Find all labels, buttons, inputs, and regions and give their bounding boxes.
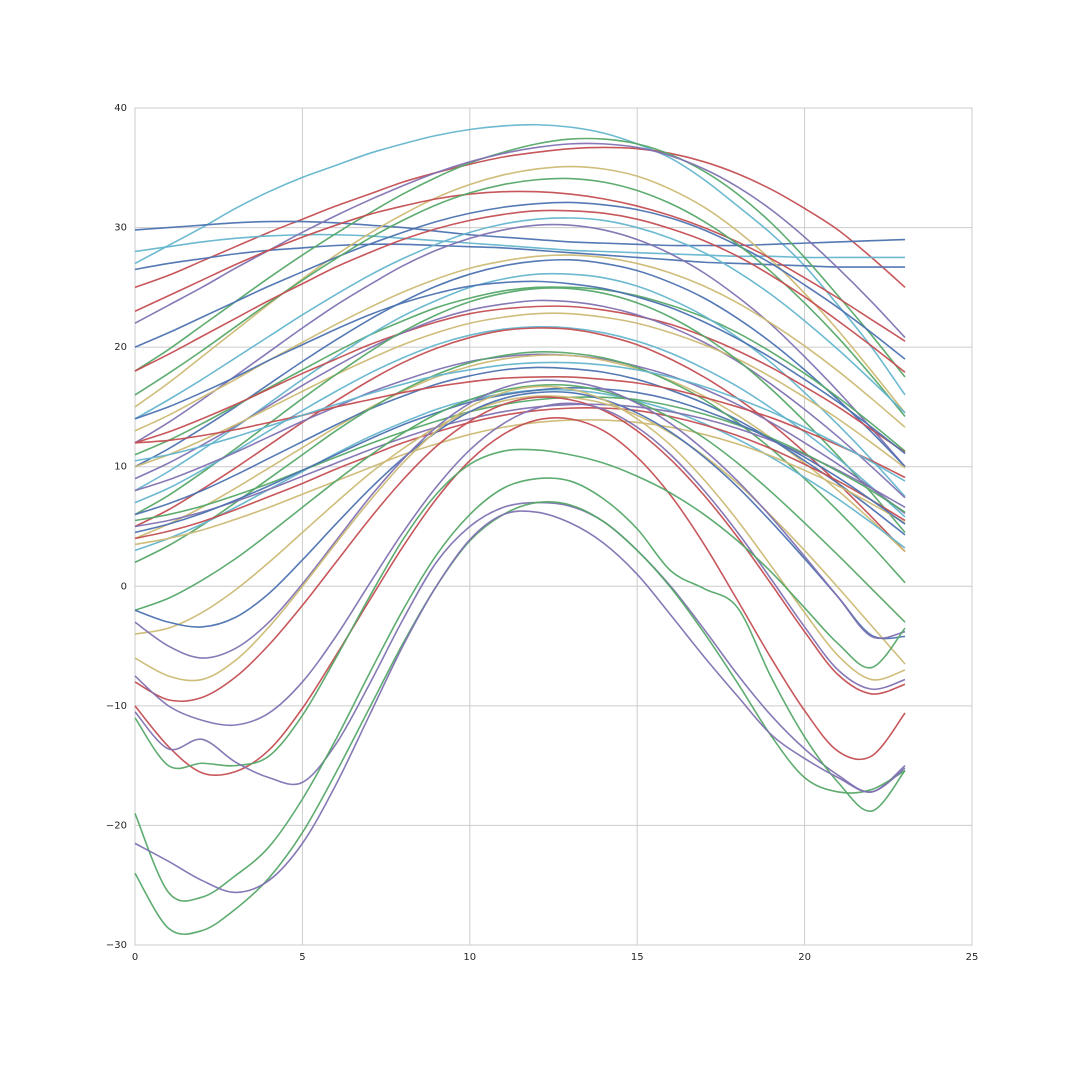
series-line: [134, 286, 906, 456]
series-line: [134, 312, 906, 469]
series-line: [134, 390, 906, 640]
x-gridlines: [134, 108, 973, 945]
y-gridlines: [135, 107, 972, 946]
series-line: [134, 201, 906, 360]
series-line: [134, 395, 906, 665]
series-line: [134, 396, 906, 703]
x-tick-label: 0: [132, 952, 138, 963]
series-line: [134, 353, 906, 514]
series-line: [134, 220, 906, 247]
series-line: [134, 165, 906, 414]
y-tick-labels: −30 −20 −10 0 10 20 30 40: [106, 103, 127, 951]
series-line: [134, 379, 906, 659]
y-tick-label: 0: [121, 581, 127, 592]
series-line: [134, 305, 906, 454]
series-line: [134, 209, 906, 373]
series-line: [134, 501, 906, 793]
series-line: [134, 123, 906, 396]
x-tick-label: 15: [631, 952, 644, 963]
series-line: [134, 376, 906, 479]
x-tick-label: 25: [966, 952, 979, 963]
series-line: [134, 258, 906, 468]
series-line: [134, 448, 906, 770]
series-line: [134, 386, 906, 534]
series-line: [134, 403, 906, 528]
y-tick-label: 20: [114, 342, 127, 353]
series-line: [134, 383, 906, 623]
x-tick-label: 5: [299, 952, 305, 963]
series-line: [134, 351, 906, 584]
series-line: [134, 416, 906, 777]
series-line: [134, 217, 906, 420]
y-tick-label: 40: [114, 103, 127, 114]
series-line: [134, 354, 906, 553]
series-line: [134, 146, 906, 289]
series-line: [134, 501, 906, 936]
series-line: [134, 272, 906, 498]
x-tick-label: 20: [798, 952, 811, 963]
y-tick-label: −30: [106, 940, 127, 951]
series-line: [134, 223, 906, 468]
y-tick-label: 10: [114, 462, 127, 473]
plot-frame: [134, 107, 973, 946]
y-tick-label: −20: [106, 820, 127, 831]
series-line: [134, 510, 906, 894]
series-line: [134, 177, 906, 417]
series-line: [134, 407, 906, 540]
series-line: [134, 137, 906, 378]
series-line: [134, 287, 906, 533]
y-tick-label: 30: [114, 223, 127, 234]
series-line: [134, 361, 906, 482]
series-line: [134, 402, 906, 727]
series-line: [134, 327, 906, 553]
series-line: [134, 233, 906, 259]
series-line: [134, 325, 906, 518]
y-tick-label: −10: [106, 701, 127, 712]
series-line: [134, 385, 906, 682]
series-line: [134, 477, 906, 902]
series-line: [134, 299, 906, 499]
x-tick-label: 10: [463, 952, 476, 963]
series-layer: [134, 123, 906, 936]
x-tick-labels: 0 5 10 15 20 25: [132, 952, 979, 963]
series-line: [134, 280, 906, 455]
series-line: [134, 190, 906, 342]
series-line: [134, 418, 906, 546]
series-line: [134, 396, 906, 522]
